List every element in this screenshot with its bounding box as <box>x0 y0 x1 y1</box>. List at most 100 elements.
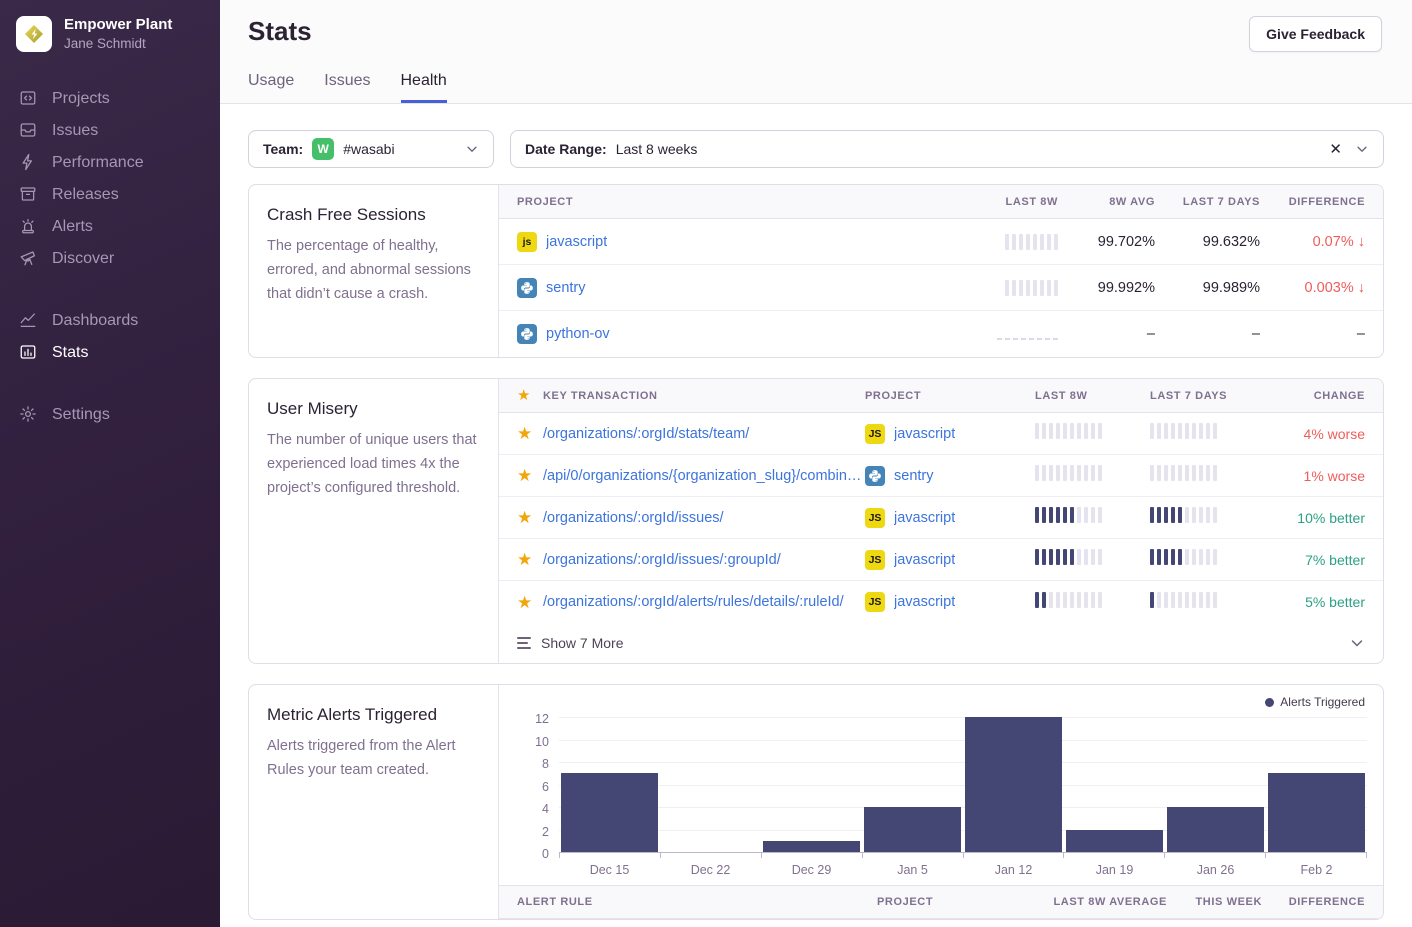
org-switcher[interactable]: Empower Plant Jane Schmidt <box>0 16 220 53</box>
col-this-week: This Week <box>1195 896 1262 908</box>
col-project: Project <box>517 195 574 208</box>
bar <box>763 840 860 852</box>
chevron-down-icon <box>1355 142 1369 156</box>
chevron-down-icon <box>465 142 479 156</box>
key-transaction-star-icon[interactable]: ★ <box>517 592 533 612</box>
sidebar-item-settings[interactable]: Settings <box>0 398 220 430</box>
transaction-link[interactable]: /organizations/:orgId/stats/team/ <box>543 425 750 442</box>
transaction-link[interactable]: /organizations/:orgId/alerts/rules/detai… <box>543 594 844 610</box>
main-area: Stats Give Feedback Usage Issues Health … <box>220 0 1412 927</box>
tab-health[interactable]: Health <box>400 72 447 103</box>
tab-issues[interactable]: Issues <box>324 72 371 89</box>
project-link[interactable]: python-ov <box>546 326 610 342</box>
bar <box>1268 773 1365 852</box>
avg-8w-value: – <box>1146 326 1155 342</box>
difference-value: – <box>1356 326 1365 342</box>
bar <box>1167 807 1264 852</box>
sparkline-last-8w <box>1005 279 1058 296</box>
clear-date-icon[interactable]: ✕ <box>1329 141 1342 158</box>
give-feedback-button[interactable]: Give Feedback <box>1249 16 1382 52</box>
sidebar-item-label: Discover <box>52 249 115 267</box>
user-misery-description: User Misery The number of unique users t… <box>249 379 499 663</box>
project-link[interactable]: javascript <box>894 551 956 568</box>
sidebar-item-stats[interactable]: Stats <box>0 336 220 368</box>
panel-description: The number of unique users that experien… <box>267 432 477 496</box>
sparkline-last-8w <box>1035 465 1102 481</box>
gridline <box>559 784 1367 786</box>
key-transaction-star-icon[interactable]: ★ <box>517 550 533 569</box>
sparkline-last-8w <box>1035 549 1102 565</box>
x-axis-ticks <box>559 853 1367 858</box>
sidebar-item-releases[interactable]: Releases <box>0 178 220 210</box>
y-axis-tick-label: 10 <box>535 734 549 749</box>
key-transaction-star-icon[interactable]: ★ <box>517 424 533 443</box>
sidebar-item-dashboards[interactable]: Dashboards <box>0 304 220 336</box>
x-axis-tick-label: Jan 26 <box>1196 863 1235 877</box>
sparkline-last-8w <box>1035 423 1102 439</box>
transaction-link[interactable]: /organizations/:orgId/issues/:groupId/ <box>543 551 781 568</box>
table-row: ★ /organizations/:orgId/stats/team/JS java… <box>499 413 1383 455</box>
gridline <box>559 739 1367 741</box>
metric-alerts-panel: Metric Alerts Triggered Alerts triggered… <box>248 684 1384 920</box>
y-axis-tick-label: 2 <box>542 824 549 839</box>
change-value: 5% better <box>1305 594 1365 610</box>
org-info: Empower Plant Jane Schmidt <box>64 16 172 52</box>
stats-icon <box>18 342 38 362</box>
user-misery-panel: User Misery The number of unique users t… <box>248 378 1384 664</box>
panel-title: Metric Alerts Triggered <box>267 705 438 724</box>
x-axis-tick-label: Jan 5 <box>897 863 928 877</box>
difference-value: 0.07% ↓ <box>1312 233 1365 250</box>
show-more-label: Show 7 More <box>541 635 624 651</box>
discover-icon <box>18 248 38 268</box>
tab-usage[interactable]: Usage <box>248 72 295 89</box>
javascript-platform-icon: js <box>517 231 537 252</box>
project-link[interactable]: javascript <box>894 509 956 526</box>
key-transaction-star-icon[interactable]: ★ <box>517 466 533 485</box>
project-link[interactable]: javascript <box>894 425 956 442</box>
javascript-platform-icon: JS <box>865 592 885 612</box>
sidebar-item-discover[interactable]: Discover <box>0 242 220 274</box>
table-row: js javascript 99.702% 99.632% 0.07% ↓ <box>499 219 1383 265</box>
transaction-link[interactable]: /organizations/:orgId/issues/ <box>543 509 724 526</box>
col-last-7-days: Last 7 Days <box>1150 389 1228 402</box>
tab-bar: Usage Issues Health <box>220 72 1412 104</box>
projects-icon <box>18 88 38 108</box>
project-link[interactable]: javascript <box>546 233 608 250</box>
project-link[interactable]: javascript <box>894 594 956 610</box>
x-axis-line <box>559 852 1367 853</box>
date-range-selector[interactable]: Date Range: Last 8 weeks ✕ <box>510 130 1384 168</box>
col-change: Change <box>1313 389 1365 402</box>
team-avatar: W <box>312 138 335 160</box>
panel-description: Alerts triggered from the Alert Rules yo… <box>267 738 456 778</box>
col-8w-avg: 8W Avg <box>1109 195 1155 208</box>
bar <box>864 807 961 852</box>
transaction-link[interactable]: /api/0/organizations/{organization_slug}… <box>543 467 865 484</box>
col-difference: Difference <box>1288 896 1365 908</box>
change-value: 4% worse <box>1303 425 1365 442</box>
page-content: Team: W #wasabi Date Range: Last 8 weeks… <box>220 104 1412 927</box>
sidebar-item-issues[interactable]: Issues <box>0 114 220 146</box>
last-7d-value: 99.989% <box>1202 279 1260 296</box>
team-selector[interactable]: Team: W #wasabi <box>248 130 494 168</box>
table-row: ★ /organizations/:orgId/alerts/rules/deta… <box>499 581 1383 623</box>
sidebar-item-performance[interactable]: Performance <box>0 146 220 178</box>
sidebar-item-alerts[interactable]: Alerts <box>0 210 220 242</box>
col-last-8w: Last 8W <box>1035 389 1088 402</box>
sidebar-item-label: Issues <box>52 121 99 139</box>
avg-8w-value: 99.992% <box>1097 279 1155 296</box>
project-link[interactable]: sentry <box>546 279 586 296</box>
date-range-value: Last 8 weeks <box>615 141 698 157</box>
table-row: ★ /organizations/:orgId/issues/JS javascri… <box>499 497 1383 539</box>
show-more-button[interactable]: Show 7 More <box>499 623 1383 663</box>
sidebar-item-label: Projects <box>52 89 110 107</box>
performance-icon <box>18 152 38 172</box>
y-axis-tick-label: 8 <box>542 757 549 771</box>
javascript-platform-icon: JS <box>865 423 885 444</box>
sidebar-item-label: Dashboards <box>52 311 139 329</box>
key-transaction-star-icon[interactable]: ★ <box>517 508 533 527</box>
sidebar-item-projects[interactable]: Projects <box>0 82 220 114</box>
legend-dot-icon <box>1265 697 1275 707</box>
sidebar-item-label: Releases <box>52 185 119 203</box>
project-link[interactable]: sentry <box>894 467 934 484</box>
user-misery-rows: ★ /organizations/:orgId/stats/team/JS java… <box>499 413 1383 623</box>
